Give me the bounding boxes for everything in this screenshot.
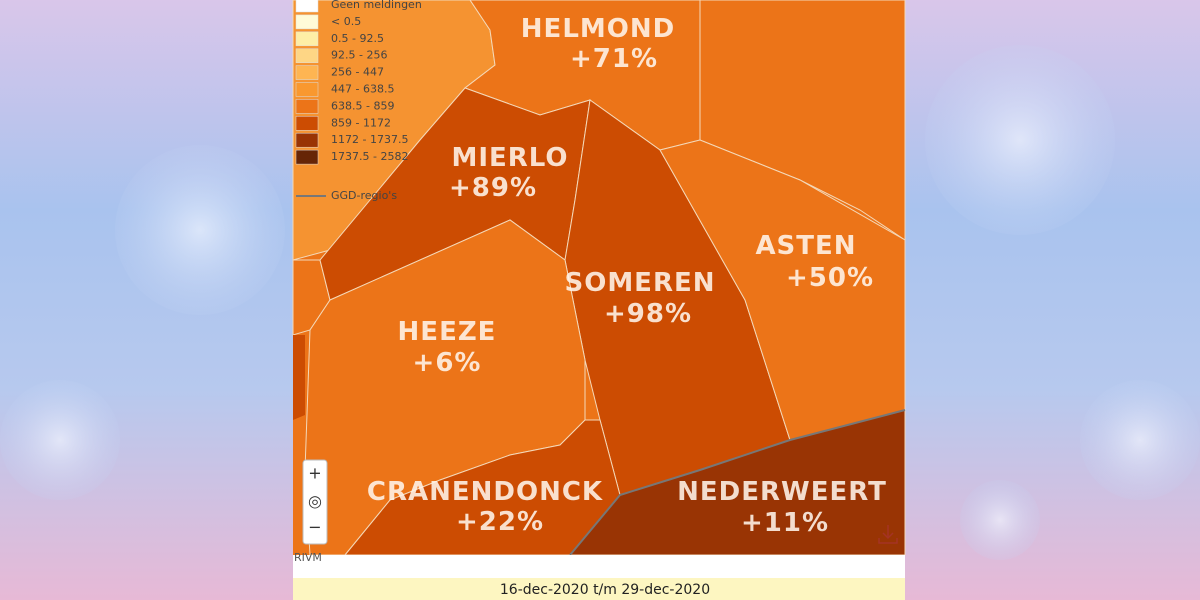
legend-swatch [295,65,319,80]
region-name: MIERLO [451,143,568,173]
region-change: +98% [604,299,692,329]
ggd-boundary [569,409,906,556]
region-name: NEDERWEERT [677,477,887,507]
legend-label: 256 - 447 [331,66,384,79]
period: 16-dec-2020 t/m 29-dec-2020 [500,582,710,598]
download-button[interactable] [878,525,898,544]
map: HELMOND+71% MIERLO+89% SOMEREN+98% ASTEN+50… [292,0,906,556]
legend-swatch [295,99,319,114]
legend-swatch [295,14,319,30]
region-change: +22% [456,507,544,537]
region-change: +6% [413,348,482,378]
legend-swatch [295,48,319,63]
map-footer [293,555,905,578]
region-name: HELMOND [521,14,675,44]
region-change: +11% [741,508,829,538]
legend-label: 859 - 1172 [331,116,391,129]
region-name: ASTEN [755,231,856,261]
region-change: +50% [786,263,874,293]
region-change: +89% [449,173,537,203]
area [293,335,305,420]
legend-boundary-label: GGD-regio's [331,189,397,202]
zoom-in[interactable]: + [308,464,321,483]
legend-label: < 0.5 [331,15,361,28]
legend-label: 0.5 - 92.5 [331,32,384,45]
virus-decoration [0,45,1200,560]
legend-swatch [295,132,319,148]
zoom-controls: + ◎ − [302,459,328,545]
legend-swatch [295,0,319,13]
legend-swatch [295,116,319,131]
legend-label: 447 - 638.5 [331,83,394,96]
region-name: SOMEREN [564,268,715,298]
legend-label: 1737.5 - 2582 [331,150,408,163]
region [659,139,906,441]
region-change: +71% [570,44,658,74]
period-bar [293,578,905,600]
region-name: HEEZE [398,317,497,347]
legend-label: 92.5 - 256 [331,49,387,62]
legend: Geen meldingen < 0.5 0.5 - 92.5 92.5 - 256 2… [295,0,422,202]
zoom-out[interactable]: − [308,518,321,537]
legend-label: 638.5 - 859 [331,99,394,112]
legend-swatch [295,149,319,165]
zoom-reset[interactable]: ◎ [308,492,322,511]
legend-label: 1172 - 1737.5 [331,133,408,146]
legend-swatch [295,82,319,97]
legend-swatch [295,31,319,47]
legend-label: Geen meldingen [331,0,422,11]
region-name: CRANENDONCK [367,477,603,507]
source: RIVM [294,551,322,564]
zoom-panel [302,459,328,545]
